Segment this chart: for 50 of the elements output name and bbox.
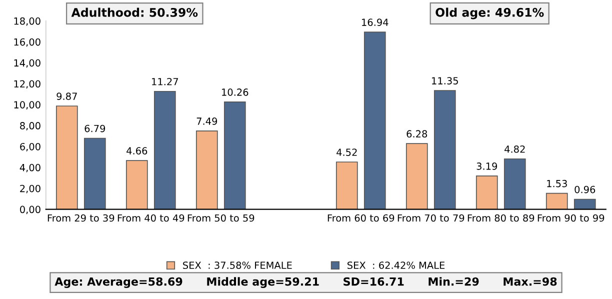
bar — [224, 102, 246, 210]
data-label: 11.27 — [152, 78, 178, 86]
x-tick-label: From 29 to 39 — [48, 214, 114, 222]
bar — [504, 158, 526, 210]
x-tick-label: From 50 to 59 — [188, 214, 254, 222]
text: Adulthood: 50.39% — [71, 8, 198, 17]
y-tick-label: 8,00 — [20, 122, 40, 130]
data-label: 0.96 — [574, 186, 596, 194]
bar — [364, 32, 386, 210]
bar — [84, 138, 106, 210]
data-label: 4.52 — [336, 148, 357, 156]
x-tick-label: From 90 to 99 — [538, 214, 604, 222]
data-label: 1.53 — [547, 180, 567, 188]
bar — [574, 198, 596, 210]
legend-label: SEX : 37.58% FEMALE — [183, 262, 292, 269]
bar — [56, 106, 78, 210]
y-tick-label: 10,00 — [14, 101, 40, 110]
data-label: 4.82 — [504, 145, 525, 153]
data-label: 6.79 — [84, 124, 106, 132]
bar — [336, 162, 358, 210]
data-label: 10.26 — [222, 88, 248, 96]
data-label: 3.19 — [476, 162, 498, 170]
text: Old age: 49.61% — [436, 8, 544, 20]
bar — [546, 192, 568, 210]
x-tick-label: From 60 to 69 — [328, 214, 394, 222]
data-label: 9.87 — [56, 92, 77, 100]
data-label: 6.28 — [406, 130, 428, 138]
y-tick-label: 2,00 — [20, 184, 40, 194]
bar — [196, 130, 218, 210]
data-label: 7.49 — [196, 118, 218, 125]
y-tick-label: 18,00 — [14, 17, 40, 26]
x-tick-label: From 80 to 89 — [468, 214, 534, 222]
y-tick-label: 0,00 — [20, 206, 40, 214]
y-tick-label: 16,00 — [14, 38, 40, 47]
y-tick-label: 12,00 — [14, 80, 40, 89]
y-tick-label: 14,00 — [14, 59, 40, 68]
bar — [154, 90, 176, 210]
x-tick-label: From 40 to 49 — [118, 214, 184, 222]
bar — [476, 175, 498, 210]
y-tick-label: 6,00 — [20, 142, 40, 152]
y-tick-label: 4,00 — [20, 164, 40, 172]
data-label: 16.94 — [362, 18, 388, 26]
bar — [406, 143, 428, 210]
data-label: 4.66 — [126, 147, 148, 154]
text: Age: Average=58.69 Middle age=59.21 SD=16.71 Min.=29 Max.=98 — [54, 277, 557, 288]
bar — [126, 160, 148, 210]
data-label: 11.35 — [432, 77, 458, 84]
bar — [434, 90, 456, 210]
x-tick-label: From 70 to 79 — [398, 214, 464, 222]
legend-label: SEX : 62.42% MALE — [348, 262, 445, 269]
